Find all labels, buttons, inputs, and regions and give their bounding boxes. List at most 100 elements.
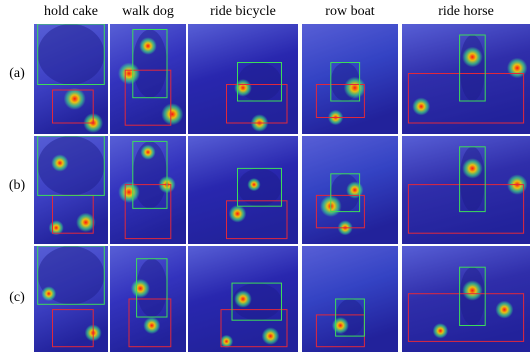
attention-overlay bbox=[402, 246, 530, 352]
heat-spot bbox=[462, 158, 483, 179]
heat-spot bbox=[462, 280, 483, 301]
heat-spot bbox=[130, 278, 150, 298]
attention-map-canvas bbox=[34, 246, 108, 352]
attention-map-canvas bbox=[110, 136, 186, 244]
attention-map-ride-horse-row-2 bbox=[402, 136, 530, 244]
attention-map-canvas bbox=[302, 136, 398, 244]
attention-map-ride-bicycle-row-3 bbox=[188, 246, 298, 352]
object-box bbox=[407, 184, 525, 234]
attention-map-canvas bbox=[188, 136, 298, 244]
object-box bbox=[52, 89, 94, 124]
heat-spot bbox=[118, 181, 140, 203]
attention-map-ride-bicycle-row-2 bbox=[188, 136, 298, 244]
attention-map-canvas bbox=[302, 246, 398, 352]
person-silhouette bbox=[37, 136, 105, 196]
heat-spot bbox=[234, 290, 252, 308]
human-box bbox=[37, 246, 105, 305]
object-box bbox=[315, 194, 365, 229]
heat-spot bbox=[412, 97, 431, 116]
heat-spot bbox=[506, 57, 528, 79]
attention-map-canvas bbox=[402, 246, 530, 352]
human-box bbox=[37, 136, 105, 196]
person-silhouette bbox=[136, 258, 167, 318]
human-box bbox=[330, 62, 361, 102]
attention-map-row-boat-row-2 bbox=[302, 136, 398, 244]
heat-spot bbox=[41, 286, 57, 302]
object-box bbox=[407, 73, 525, 124]
attention-map-canvas bbox=[402, 136, 530, 244]
object-box bbox=[52, 309, 94, 348]
attention-map-row-boat-row-1 bbox=[302, 24, 398, 134]
object-box bbox=[124, 69, 172, 126]
column-title-ride-horse: ride horse bbox=[438, 4, 494, 19]
person-silhouette bbox=[37, 24, 105, 85]
heat-spot bbox=[63, 87, 86, 110]
attention-overlay bbox=[34, 136, 108, 244]
heat-spot bbox=[495, 300, 514, 319]
object-box bbox=[315, 84, 365, 118]
attention-map-hold-cake-row-1 bbox=[34, 24, 108, 134]
row-label-c: (c) bbox=[9, 290, 25, 305]
human-box bbox=[237, 167, 282, 207]
column-title-walk-dog: walk dog bbox=[122, 4, 174, 19]
heat-spot bbox=[139, 37, 157, 55]
object-box bbox=[226, 200, 288, 240]
attention-map-hold-cake-row-2 bbox=[34, 136, 108, 244]
attention-map-canvas bbox=[110, 246, 186, 352]
attention-map-canvas bbox=[302, 24, 398, 134]
object-box bbox=[226, 84, 288, 124]
human-box bbox=[335, 298, 365, 337]
human-box bbox=[237, 62, 282, 102]
attention-map-ride-horse-row-1 bbox=[402, 24, 530, 134]
heat-spot bbox=[140, 144, 156, 160]
object-box bbox=[124, 184, 172, 240]
heat-spot bbox=[161, 103, 184, 126]
attention-map-canvas bbox=[402, 24, 530, 134]
photo-background bbox=[188, 136, 298, 244]
human-box bbox=[231, 282, 282, 321]
attention-overlay bbox=[402, 24, 530, 134]
column-title-row-boat: row boat bbox=[325, 4, 375, 19]
human-box bbox=[136, 258, 168, 318]
attention-map-walk-dog-row-1 bbox=[110, 24, 186, 134]
attention-map-canvas bbox=[188, 246, 298, 352]
heat-spot bbox=[143, 317, 161, 334]
attention-map-canvas bbox=[110, 24, 186, 134]
column-title-ride-bicycle: ride bicycle bbox=[210, 4, 276, 19]
human-box bbox=[459, 34, 486, 102]
attention-map-canvas bbox=[34, 136, 108, 244]
human-box bbox=[459, 146, 486, 213]
attention-map-ride-horse-row-3 bbox=[402, 246, 530, 352]
photo-background bbox=[402, 246, 530, 352]
row-label-b: (b) bbox=[8, 178, 26, 193]
heat-spot bbox=[462, 46, 483, 68]
attention-map-walk-dog-row-2 bbox=[110, 136, 186, 244]
heat-spot bbox=[118, 62, 140, 85]
person-silhouette bbox=[132, 141, 167, 209]
photo-background bbox=[402, 24, 530, 134]
object-box bbox=[407, 293, 525, 342]
row-label-a: (a) bbox=[9, 66, 25, 81]
heat-spot bbox=[247, 178, 261, 192]
heat-spot bbox=[228, 204, 247, 223]
human-box bbox=[330, 173, 361, 213]
human-box bbox=[459, 266, 486, 326]
human-box bbox=[132, 29, 168, 99]
column-title-hold-cake: hold cake bbox=[43, 4, 99, 19]
heat-spot bbox=[343, 76, 366, 99]
attention-map-walk-dog-row-3 bbox=[110, 246, 186, 352]
attention-map-row-boat-row-3 bbox=[302, 246, 398, 352]
object-box bbox=[128, 298, 172, 348]
heat-spot bbox=[346, 181, 364, 199]
attention-map-canvas bbox=[188, 24, 298, 134]
heat-spot bbox=[76, 212, 96, 233]
heat-spot bbox=[51, 154, 69, 172]
heat-spot bbox=[261, 327, 280, 345]
human-box bbox=[132, 140, 168, 209]
photo-background bbox=[34, 136, 108, 244]
attention-overlay bbox=[188, 136, 298, 244]
heat-spot bbox=[432, 323, 449, 339]
heat-spot bbox=[219, 334, 234, 348]
heat-spot bbox=[331, 317, 349, 334]
human-box bbox=[37, 24, 105, 85]
